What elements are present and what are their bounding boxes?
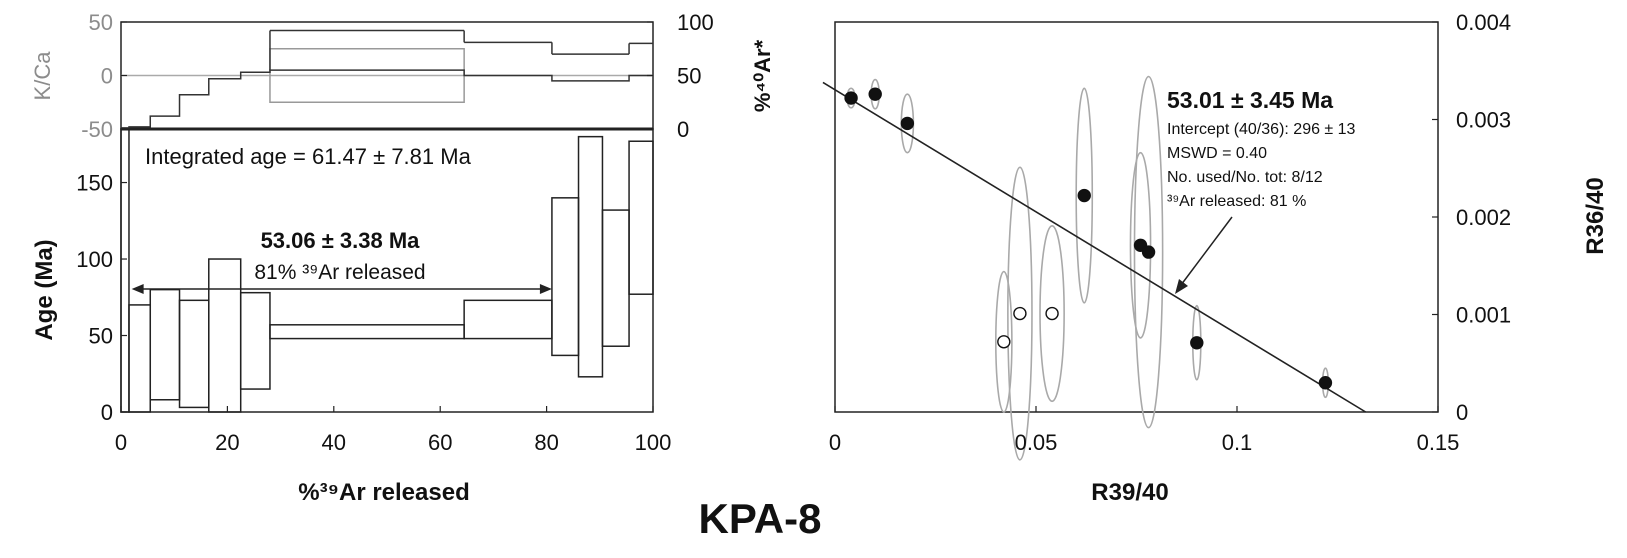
release-tick-label: 100 — [635, 430, 672, 455]
mswd-label: MSWD = 0.40 — [1167, 145, 1267, 162]
r39-tick-label: 0.1 — [1222, 430, 1253, 455]
isochron-panel: 0 0.05 0.1 0.15 0 0.001 0.002 0.003 0.004 R39/40 R… — [822, 10, 1609, 506]
isochron-regression-line — [822, 81, 1367, 413]
age-spectrum-panel: 50 0 -50 100 50 0 K/Ca %⁴⁰Ar* 0 50 100 150 0 20 40 60 80… — [30, 10, 775, 506]
age-step-box — [178, 299, 210, 409]
age-step-box — [269, 324, 465, 340]
data-point-excluded — [1045, 306, 1059, 321]
age-step-box — [128, 304, 152, 413]
data-point-used — [1190, 336, 1204, 350]
error-ellipse — [1039, 224, 1065, 403]
r36-tick-label: 0.001 — [1456, 303, 1511, 328]
kca-step-series — [121, 69, 653, 129]
error-ellipse — [1007, 166, 1033, 461]
release-tick-label: 80 — [534, 430, 558, 455]
isochron-age-label: 53.01 ± 3.45 Ma — [1167, 87, 1333, 113]
kca-axis-title: K/Ca — [30, 51, 55, 101]
release-axis-title: %³⁹Ar released — [298, 479, 469, 506]
release-tick-label: 0 — [115, 430, 127, 455]
age-tick-label: 100 — [76, 247, 113, 272]
r39-tick-label: 0.05 — [1015, 430, 1058, 455]
error-ellipse — [1129, 151, 1152, 339]
error-ellipse — [1133, 75, 1164, 429]
released-label: ³⁹Ar released: 81 % — [1167, 193, 1306, 210]
data-point-used — [1077, 188, 1091, 203]
ar40-tick-label: 50 — [677, 64, 701, 89]
integrated-age-label: Integrated age = 61.47 ± 7.81 Ma — [145, 144, 472, 169]
r36-tick-label: 0.003 — [1456, 108, 1511, 133]
data-point-used — [868, 87, 882, 101]
r39-tick-label: 0 — [829, 430, 841, 455]
error-ellipse — [1075, 87, 1094, 304]
data-point-excluded — [997, 335, 1011, 349]
ar40-tick-label: 0 — [677, 117, 689, 142]
plateau-arrow-head-left — [131, 284, 144, 294]
r36-tick-label: 0 — [1456, 400, 1468, 425]
age-step-box — [120, 128, 130, 413]
sample-label: KPA-8 — [699, 495, 822, 542]
used-count-label: No. used/No. tot: 8/12 — [1167, 169, 1323, 186]
data-point-used — [1141, 245, 1156, 259]
release-tick-label: 40 — [322, 430, 346, 455]
annotation-arrow-line — [1180, 216, 1233, 286]
plateau-release-label: 81% ³⁹Ar released — [254, 261, 425, 284]
release-tick-label: 20 — [215, 430, 239, 455]
release-tick-label: 60 — [428, 430, 452, 455]
plateau-arrow-head-right — [539, 284, 552, 294]
kca-tick-label: -50 — [81, 117, 113, 142]
r36-axis-title: R36/40 — [1582, 177, 1609, 254]
age-axis-title: Age (Ma) — [31, 239, 58, 340]
age-step-box — [149, 288, 181, 401]
kca-tick-label: 0 — [101, 64, 113, 89]
age-step-box — [551, 197, 580, 357]
age-tick-label: 150 — [76, 171, 113, 196]
age-step-box — [463, 299, 553, 340]
r36-tick-label: 0.004 — [1456, 10, 1511, 35]
kca-tick-label: 50 — [89, 10, 113, 35]
age-step-box — [601, 209, 630, 347]
data-point-used — [1318, 376, 1333, 390]
plateau-age-label: 53.06 ± 3.38 Ma — [261, 228, 421, 253]
data-point-used — [844, 91, 858, 105]
ar40-axis-title: %⁴⁰Ar* — [750, 39, 775, 112]
age-step-box — [577, 135, 604, 378]
intercept-label: Intercept (40/36): 296 ± 13 — [1167, 121, 1356, 138]
error-ellipse — [995, 270, 1013, 413]
r39-tick-label: 0.15 — [1417, 430, 1460, 455]
r39-axis-title: R39/40 — [1091, 479, 1168, 506]
data-point-used — [900, 116, 915, 131]
age-step-box — [628, 140, 654, 295]
age-step-box — [239, 291, 271, 390]
r36-tick-label: 0.002 — [1456, 205, 1511, 230]
age-tick-label: 0 — [101, 400, 113, 425]
age-step-box — [208, 258, 242, 413]
data-point-excluded — [1013, 306, 1027, 321]
ar40-tick-label: 100 — [677, 10, 714, 35]
annotation-arrow-head — [1175, 279, 1188, 294]
age-tick-label: 50 — [89, 324, 113, 349]
